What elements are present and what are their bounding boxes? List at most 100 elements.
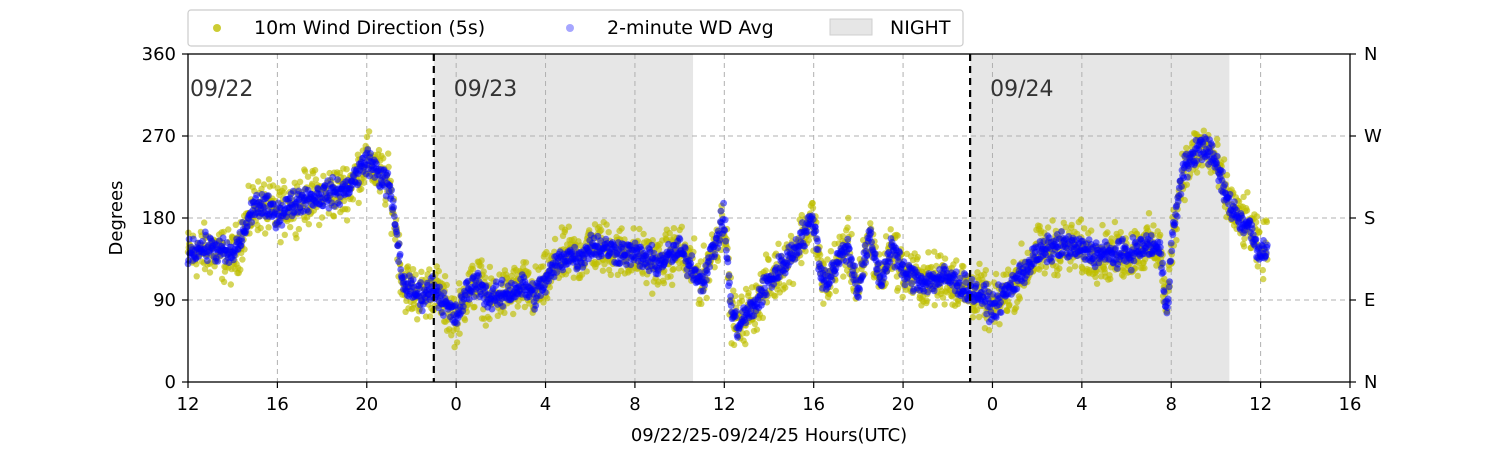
data-point	[730, 287, 737, 294]
x-tick-label: 20	[892, 394, 915, 415]
data-point	[1165, 299, 1172, 306]
data-point	[1157, 243, 1164, 251]
data-point	[395, 240, 403, 248]
data-point	[287, 223, 294, 231]
data-point	[1213, 152, 1221, 160]
data-point	[809, 199, 816, 207]
data-point	[426, 313, 434, 320]
data-point	[418, 268, 425, 275]
data-point	[239, 256, 246, 263]
data-point	[373, 160, 380, 168]
data-point	[923, 297, 930, 304]
data-point	[1181, 196, 1188, 204]
x-tick-label: 16	[802, 394, 825, 415]
data-point	[711, 264, 718, 271]
data-point	[1112, 244, 1119, 252]
data-point	[265, 224, 272, 231]
data-point	[501, 309, 508, 316]
data-point	[336, 201, 344, 208]
data-point	[1018, 240, 1025, 247]
data-point	[482, 274, 489, 281]
data-point	[1263, 218, 1271, 226]
data-point	[325, 204, 333, 212]
data-point	[334, 176, 341, 184]
day-boundary-layer	[432, 54, 972, 382]
data-point	[598, 252, 605, 260]
data-point	[937, 252, 944, 259]
data-point	[722, 247, 730, 254]
data-point	[1058, 228, 1065, 235]
compass-tick-label: N	[1364, 44, 1377, 65]
data-point	[571, 243, 578, 251]
data-point	[482, 322, 489, 329]
date-label: 09/24	[990, 77, 1053, 102]
data-point	[395, 258, 402, 265]
data-point	[471, 303, 478, 311]
data-point	[599, 267, 607, 274]
data-point	[1157, 250, 1165, 258]
data-point	[1073, 230, 1081, 238]
data-point	[805, 236, 812, 244]
data-point	[894, 232, 901, 239]
data-point	[1099, 221, 1106, 229]
data-point	[968, 276, 976, 283]
data-point	[675, 265, 683, 272]
data-point	[699, 287, 707, 295]
data-point	[388, 186, 395, 194]
data-point	[856, 286, 864, 293]
data-point	[1054, 272, 1061, 279]
data-point	[688, 252, 696, 259]
data-point	[1049, 217, 1056, 224]
data-point	[305, 208, 312, 215]
data-point	[676, 235, 684, 243]
data-point	[469, 266, 477, 273]
data-point	[343, 217, 351, 224]
data-point	[396, 250, 404, 258]
legend-entry: NIGHT	[829, 17, 951, 39]
data-point	[1147, 232, 1155, 239]
data-point	[1002, 271, 1010, 278]
data-point	[832, 265, 840, 273]
data-point	[404, 263, 412, 270]
data-point	[384, 169, 392, 177]
data-point	[939, 294, 947, 301]
x-tick-label: 0	[987, 394, 998, 415]
data-point	[738, 297, 746, 305]
data-point	[440, 289, 448, 297]
data-point	[887, 226, 894, 233]
data-point	[753, 326, 761, 333]
data-point	[798, 259, 805, 267]
data-point	[461, 316, 469, 324]
data-point	[762, 291, 770, 299]
data-point	[844, 235, 852, 243]
data-point	[1252, 235, 1260, 243]
data-point	[1208, 142, 1216, 149]
data-point	[742, 340, 749, 348]
data-point	[925, 249, 932, 256]
data-point	[475, 272, 482, 279]
data-point	[732, 308, 740, 315]
data-point	[908, 280, 915, 287]
data-point	[441, 273, 449, 280]
data-point	[846, 245, 853, 253]
data-point	[278, 221, 286, 229]
data-point	[730, 341, 738, 349]
data-point	[1010, 258, 1017, 266]
data-point	[883, 268, 891, 275]
data-point	[1163, 309, 1171, 317]
data-point	[863, 251, 871, 259]
x-tick-label: 12	[713, 394, 736, 415]
data-point	[655, 246, 663, 253]
data-point	[803, 228, 811, 236]
x-tick-label: 0	[450, 394, 461, 415]
legend-label: NIGHT	[890, 17, 951, 39]
data-point	[1262, 249, 1270, 256]
data-point	[393, 230, 401, 238]
compass-tick-label: N	[1364, 372, 1377, 393]
x-tick-label: 4	[1076, 394, 1087, 415]
data-point	[204, 257, 211, 265]
data-point	[1220, 156, 1228, 163]
data-point	[293, 234, 300, 242]
data-point	[1104, 229, 1111, 236]
data-point	[193, 273, 200, 280]
